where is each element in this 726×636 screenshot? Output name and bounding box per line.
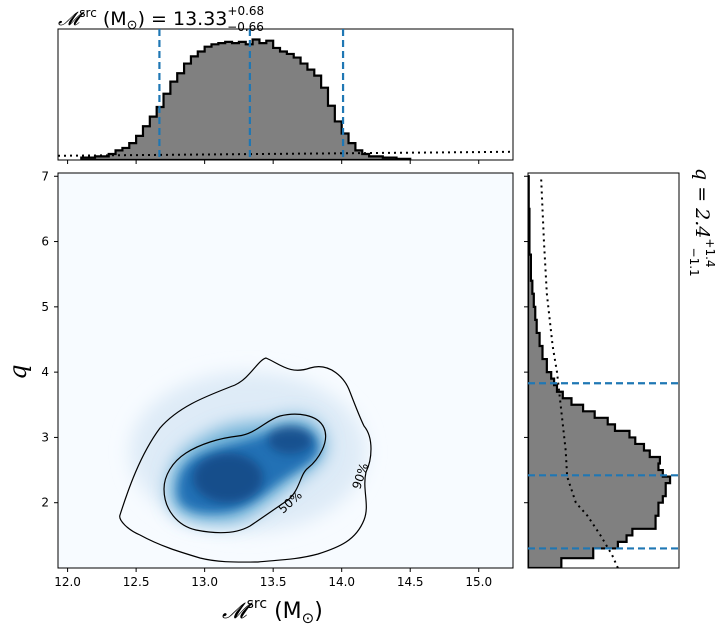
main-panel: 50% 90% 12.0 12.5 13.0 13.5 14.0 14.5 15.0 234… [4, 169, 514, 627]
contour-50 [163, 413, 327, 534]
main-x-ticks: 12.0 12.5 13.0 13.5 14.0 14.5 15.0 [54, 568, 492, 589]
xlabel-unit: (M [267, 599, 302, 624]
right-marginal-histogram [528, 175, 672, 568]
x-tick-label: 14.0 [328, 575, 355, 589]
xlabel-close: ) [314, 599, 323, 624]
x-tick-label: 12.0 [54, 575, 81, 589]
right-title-minus: −1.1 [687, 248, 701, 277]
y-tick-label: 6 [41, 235, 49, 249]
right-marginal-panel: q = 2.4+1.4−1.1 [524, 168, 717, 569]
x-tick-label: 15.0 [465, 575, 492, 589]
title-sun: ⊙ [127, 18, 138, 33]
top-marginal-panel: 𝓜src (M⊙) = 13.33+0.68 −0.66 [57, 4, 514, 164]
main-y-ticks: 2 3 4 5 6 7 [41, 169, 58, 510]
y-tick-label: 4 [41, 365, 49, 379]
y-tick-label: 7 [41, 169, 49, 183]
density-heatmap [119, 357, 372, 563]
right-title-main: q = 2.4 [691, 168, 713, 238]
right-marginal-title: q = 2.4+1.4−1.1 [687, 168, 717, 277]
y-tick-label: 5 [41, 300, 49, 314]
right-marginal-quantiles [528, 382, 679, 550]
main-panel-frame [57, 172, 514, 569]
top-marginal-title: 𝓜src (M⊙) = 13.33+0.68 −0.66 [58, 4, 264, 34]
density-peak-2 [268, 426, 312, 454]
title-mid: (M [97, 8, 127, 30]
title-script-m: 𝓜 [58, 8, 85, 30]
title-plus: +0.68 [227, 4, 264, 18]
x-axis-label: 𝓜src (M⊙) [222, 596, 323, 627]
xlabel-sup: src [247, 596, 267, 612]
xlabel-sun: ⊙ [302, 609, 315, 627]
title-minus: −0.66 [227, 20, 264, 34]
y-tick-label: 3 [41, 430, 49, 444]
title-sup: src [79, 6, 97, 20]
x-tick-label: 13.5 [260, 575, 287, 589]
contour-90 [119, 357, 372, 563]
right-marginal-prior-line [540, 176, 619, 568]
y-tick-label: 2 [41, 496, 49, 510]
x-tick-label: 12.5 [123, 575, 150, 589]
y-axis-label: q [4, 364, 32, 379]
density-peak-1 [193, 453, 263, 503]
title-eq: ) = 13.33 [138, 8, 228, 30]
right-title-plus: +1.4 [703, 238, 717, 267]
right-marginal-ticks [524, 175, 528, 504]
top-marginal-ticks [67, 160, 480, 164]
top-marginal-prior-line [58, 150, 513, 157]
x-tick-label: 13.0 [191, 575, 218, 589]
x-tick-label: 14.5 [397, 575, 424, 589]
